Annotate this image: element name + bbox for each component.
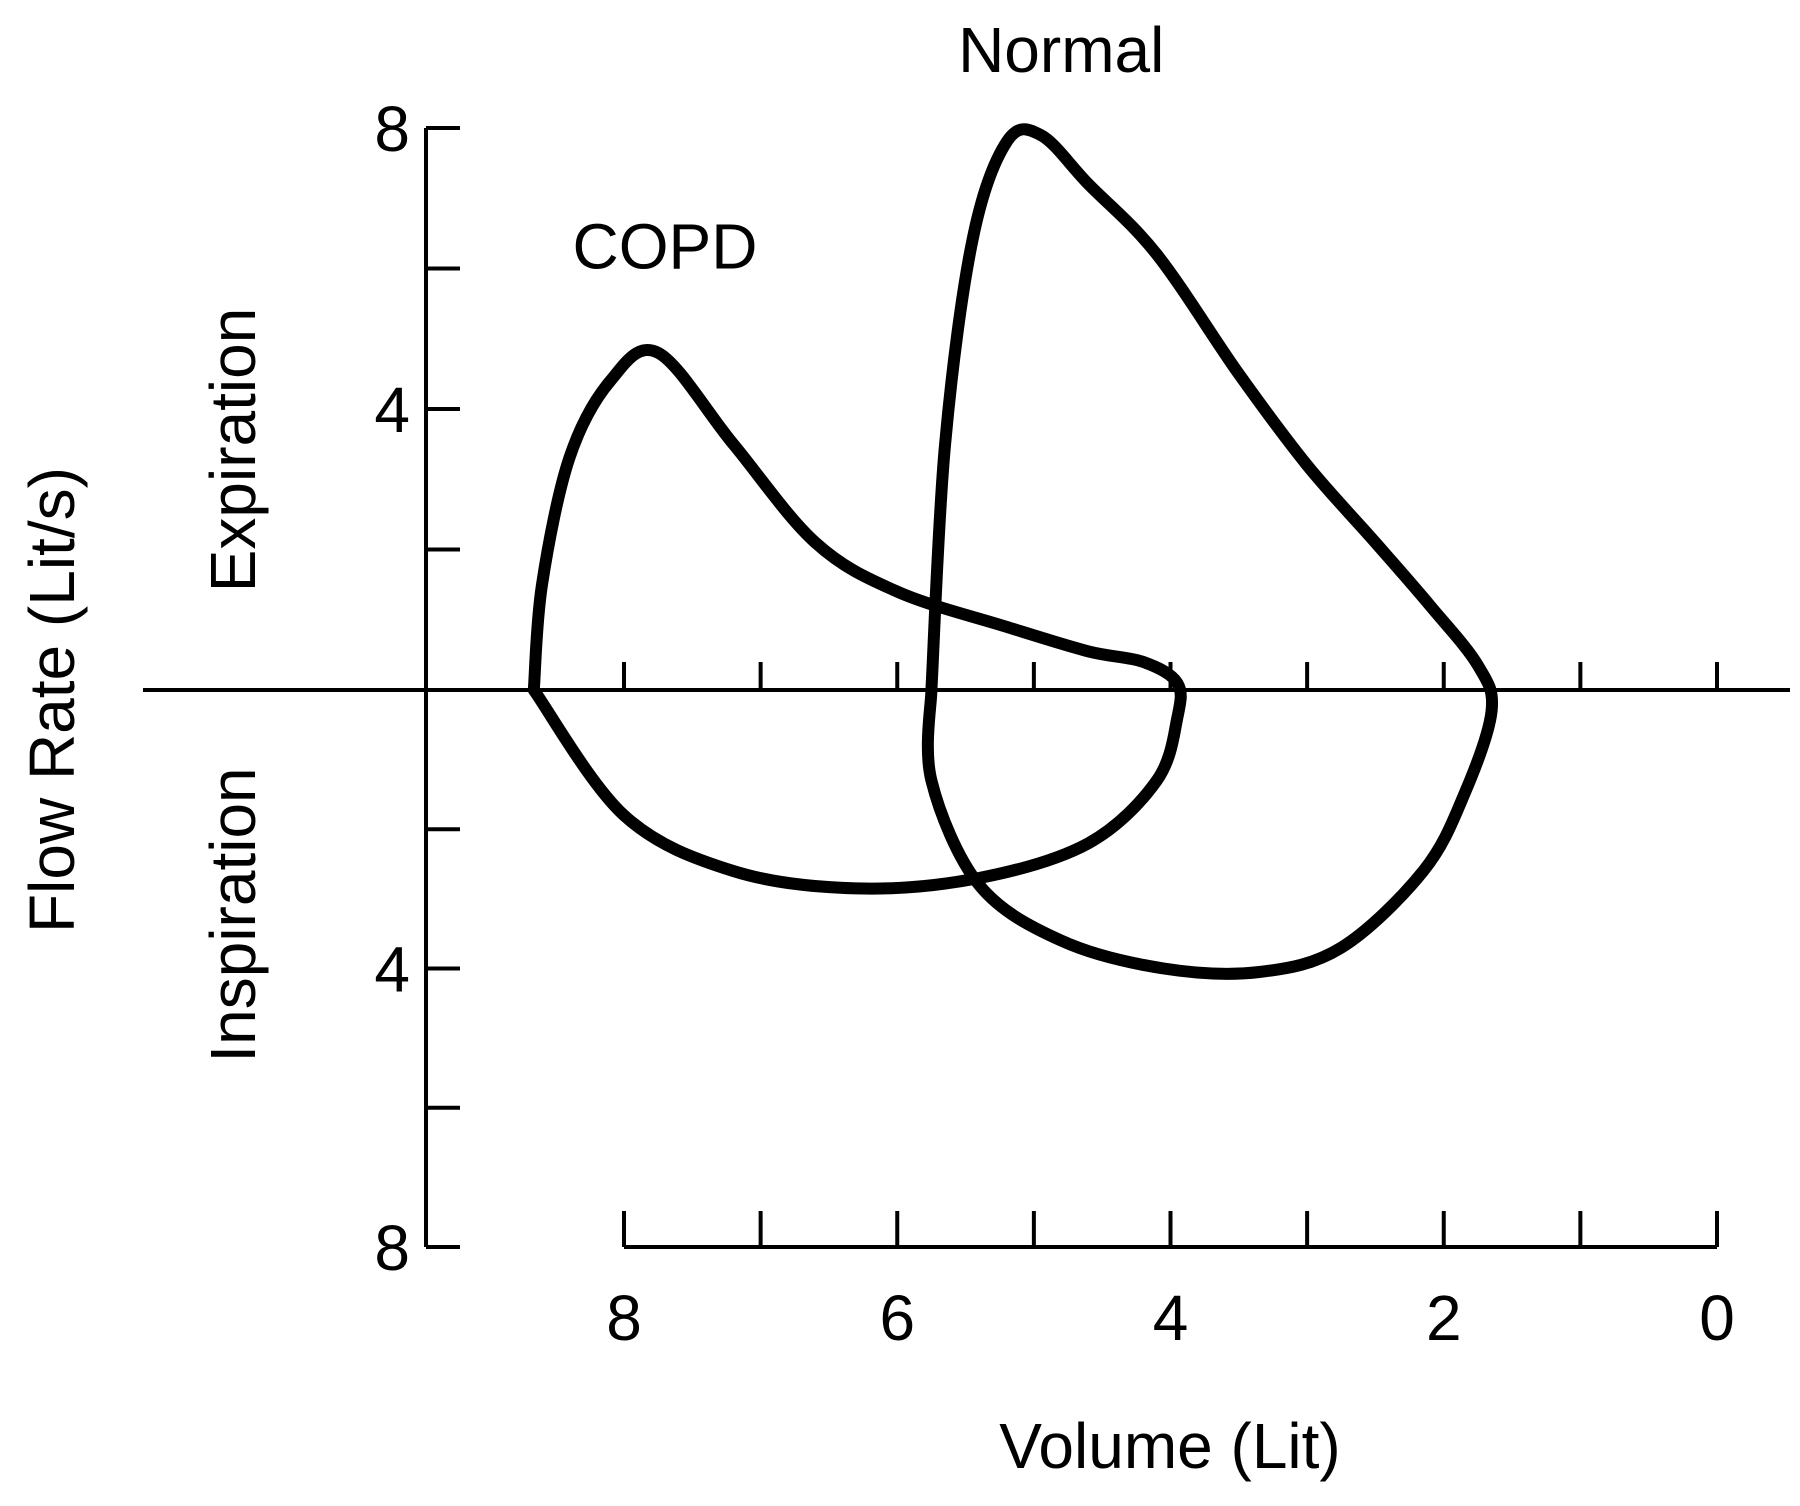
y-axis-title: Flow Rate (Lit/s)	[16, 467, 88, 933]
inspiration-label: Inspiration	[197, 767, 269, 1062]
expiration-label: Expiration	[197, 308, 269, 593]
y-tick-label: 4	[374, 374, 410, 446]
y-axis-tick-labels: 8 4 4 8	[374, 93, 410, 1284]
y-tick-label: 8	[374, 93, 410, 165]
x-axis-title: Volume (Lit)	[999, 1410, 1340, 1482]
normal-label: Normal	[958, 14, 1164, 86]
copd-label: COPD	[573, 211, 758, 283]
copd-loop	[527, 344, 1187, 895]
y-axis-ticks	[426, 126, 460, 1249]
flow-volume-loops: COPD Normal	[527, 14, 1499, 980]
x-tick-label: 8	[606, 1282, 642, 1354]
x-axis-bottom-ticks	[622, 1211, 1719, 1247]
y-tick-label: 4	[374, 934, 410, 1006]
x-tick-label: 6	[879, 1282, 915, 1354]
x-axis-tick-labels: 8 6 4 2 0	[606, 1282, 1735, 1354]
x-tick-label: 4	[1153, 1282, 1189, 1354]
x-tick-label: 2	[1426, 1282, 1462, 1354]
normal-loop	[921, 123, 1499, 980]
y-tick-label: 8	[374, 1212, 410, 1284]
x-tick-label: 0	[1699, 1282, 1735, 1354]
x-axis-zero-ticks	[622, 662, 1719, 690]
